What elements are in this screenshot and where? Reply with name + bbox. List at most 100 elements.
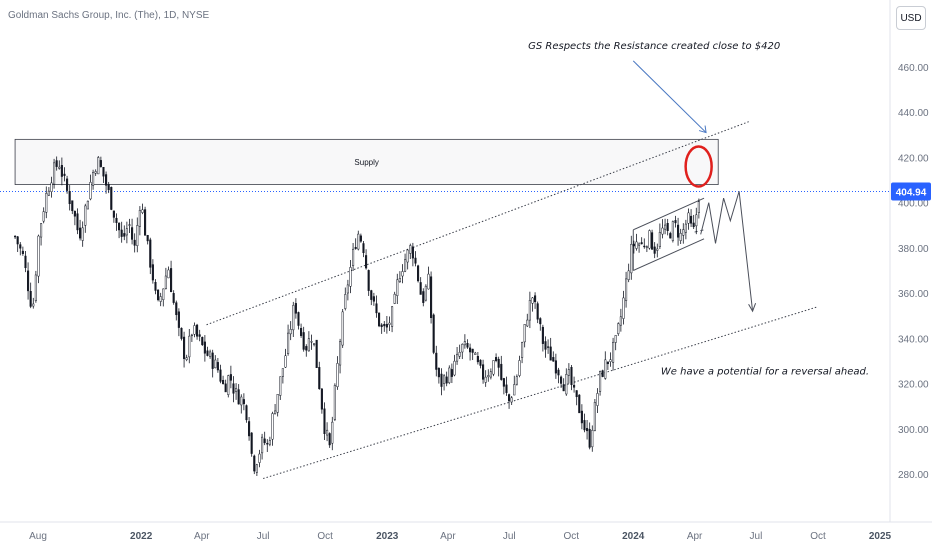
projection-arrowhead	[748, 303, 757, 313]
candle-body	[97, 157, 100, 175]
candle-body	[266, 443, 269, 445]
candle-body	[84, 205, 87, 226]
candle-body	[190, 334, 193, 337]
candle-body	[242, 399, 245, 405]
x-tick-label: Apr	[194, 531, 210, 542]
candle-body	[60, 165, 63, 177]
x-tick-label: Jul	[750, 531, 763, 542]
candle-body	[279, 376, 282, 396]
candle-body	[671, 221, 674, 241]
candle-body	[505, 384, 508, 393]
candle-body	[456, 353, 459, 362]
candle-body	[50, 182, 53, 192]
y-tick-label: 340.00	[898, 334, 929, 345]
currency-button[interactable]: USD	[896, 6, 926, 30]
candle-body	[640, 242, 643, 245]
candle-body	[370, 290, 373, 300]
candle-body	[47, 190, 50, 196]
price-tag-layer: 404.94	[891, 182, 931, 201]
supply-zone-label: Supply	[354, 158, 378, 167]
candle-body	[326, 429, 329, 436]
candle-body	[138, 210, 141, 227]
candle-body	[593, 402, 596, 431]
y-tick-label: 380.00	[898, 244, 929, 255]
candle-body	[305, 346, 308, 351]
candle-body	[401, 271, 404, 277]
candle-body	[94, 171, 97, 174]
candle-body	[645, 246, 648, 248]
candle-body	[471, 348, 474, 353]
candle-body	[541, 326, 544, 344]
candle-body	[508, 394, 511, 402]
candle-body	[656, 248, 659, 251]
candle-body	[151, 264, 154, 281]
highlight-circle	[684, 145, 713, 188]
candle-body	[258, 453, 261, 463]
candle-body	[105, 174, 108, 186]
x-tick-label: Apr	[687, 531, 703, 542]
candle-body	[432, 314, 435, 353]
annotation-layer: GS Respects the Resistance created close…	[528, 41, 869, 378]
candle-body	[255, 464, 258, 473]
lower-channel-line	[263, 306, 819, 479]
candle-body	[604, 359, 607, 379]
candle-body	[344, 294, 347, 309]
x-tick-label: Apr	[440, 531, 456, 542]
candle-body	[560, 376, 563, 384]
candle-body	[297, 312, 300, 326]
candle-body	[245, 405, 248, 421]
candle-body	[34, 274, 37, 301]
candle-body	[409, 245, 412, 254]
candle-body	[583, 420, 586, 431]
candle-body	[359, 235, 362, 242]
candle-body	[29, 291, 32, 307]
candle-body	[232, 383, 235, 394]
candle-body	[617, 323, 620, 334]
candle-body	[224, 383, 227, 393]
candle-body	[690, 215, 693, 224]
candle-body	[648, 230, 651, 249]
candle-body	[45, 193, 48, 213]
x-tick-label: Oct	[317, 531, 333, 542]
candle-body	[682, 229, 685, 236]
candle-body	[669, 233, 672, 239]
y-tick-label: 300.00	[898, 425, 929, 436]
candle-body	[445, 376, 448, 384]
candle-body	[643, 245, 646, 248]
candle-body	[136, 225, 139, 246]
candle-body	[128, 224, 131, 226]
candle-body	[476, 356, 479, 363]
candle-body	[383, 323, 386, 327]
y-tick-label: 420.00	[898, 153, 929, 164]
candle-body	[510, 397, 513, 403]
candle-body	[443, 375, 446, 384]
candle-body	[630, 244, 633, 274]
candle-body	[495, 357, 498, 361]
y-tick-label: 460.00	[898, 63, 929, 74]
candle-body	[323, 408, 326, 434]
candle-body	[596, 393, 599, 406]
candle-body	[32, 303, 35, 307]
candle-body	[294, 303, 297, 314]
candle-body	[697, 201, 700, 213]
candle-body	[289, 329, 292, 335]
candle-body	[417, 265, 420, 282]
candle-body	[196, 324, 199, 337]
candle-body	[141, 209, 144, 213]
candle-body	[89, 182, 92, 200]
x-tick-label: Oct	[810, 531, 826, 542]
candle-body	[209, 351, 212, 357]
candle-body	[68, 191, 71, 205]
candle-body	[404, 259, 407, 272]
candle-body	[536, 303, 539, 320]
candle-body	[76, 213, 79, 231]
candle-body	[588, 428, 591, 448]
candle-body	[177, 311, 180, 328]
candle-body	[183, 336, 186, 359]
candle-body	[21, 250, 24, 254]
candle-body	[206, 350, 209, 356]
candle-body	[276, 394, 279, 413]
candle-body	[313, 343, 316, 345]
